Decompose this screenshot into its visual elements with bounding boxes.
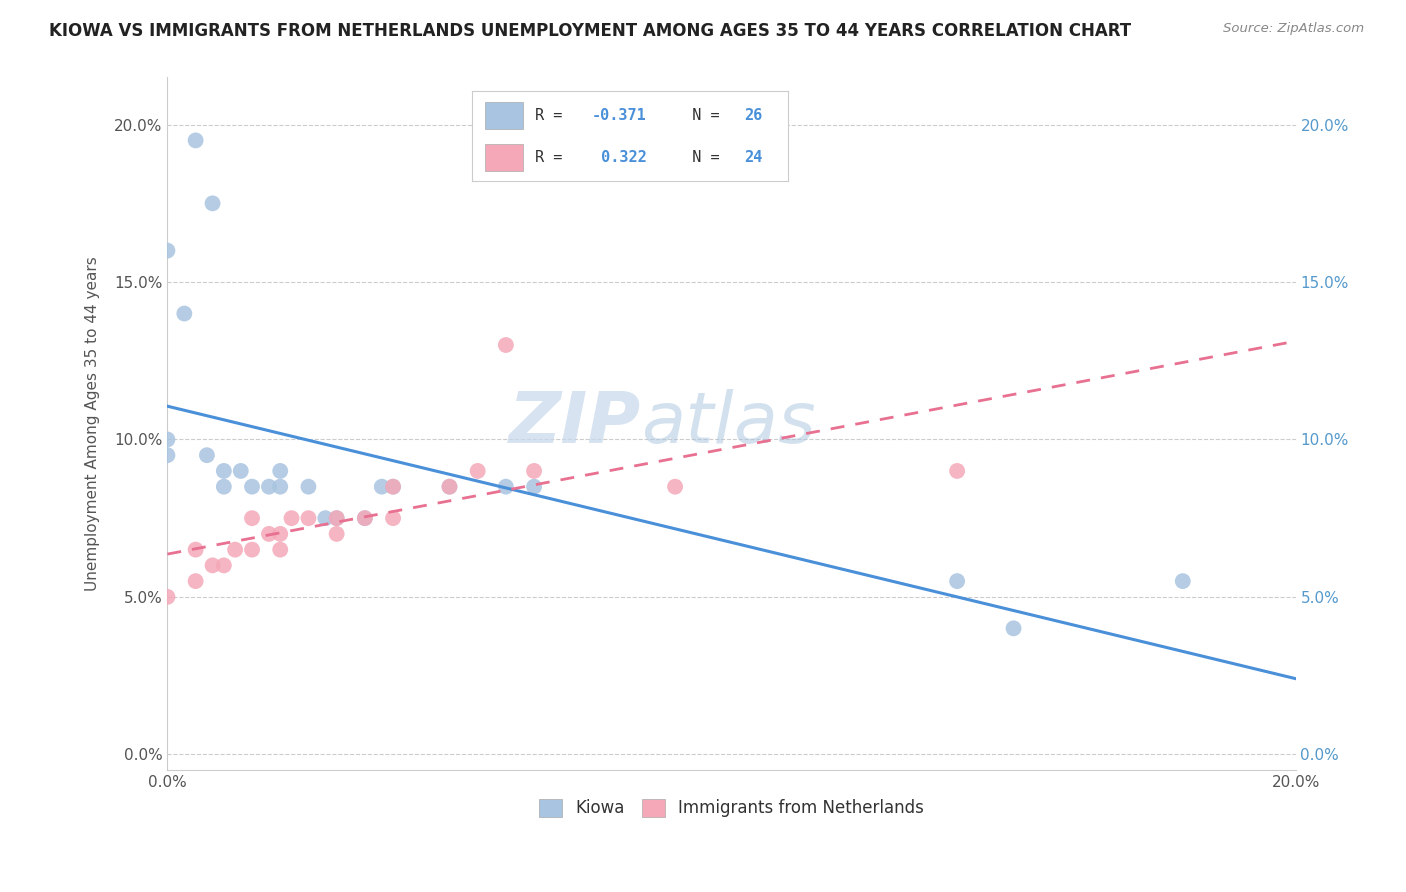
Point bbox=[382, 480, 405, 494]
Point bbox=[382, 480, 405, 494]
Point bbox=[240, 542, 263, 557]
Point bbox=[269, 480, 291, 494]
Point bbox=[353, 511, 375, 525]
Text: atlas: atlas bbox=[641, 389, 815, 458]
Point bbox=[229, 464, 252, 478]
Point bbox=[240, 480, 263, 494]
Point bbox=[201, 196, 224, 211]
Point bbox=[297, 480, 319, 494]
Point bbox=[439, 480, 461, 494]
Point bbox=[325, 511, 347, 525]
Point bbox=[382, 511, 405, 525]
Text: Source: ZipAtlas.com: Source: ZipAtlas.com bbox=[1223, 22, 1364, 36]
Point bbox=[280, 511, 302, 525]
Point bbox=[212, 480, 235, 494]
Point bbox=[325, 511, 347, 525]
Point bbox=[325, 527, 347, 541]
Point bbox=[269, 464, 291, 478]
Legend: Kiowa, Immigrants from Netherlands: Kiowa, Immigrants from Netherlands bbox=[533, 792, 931, 824]
Point bbox=[257, 480, 280, 494]
Point bbox=[495, 480, 517, 494]
Point bbox=[201, 558, 224, 573]
Point bbox=[156, 433, 179, 447]
Point bbox=[664, 480, 686, 494]
Point bbox=[946, 574, 969, 588]
Point bbox=[156, 590, 179, 604]
Text: ZIP: ZIP bbox=[509, 389, 641, 458]
Point bbox=[184, 542, 207, 557]
Y-axis label: Unemployment Among Ages 35 to 44 years: Unemployment Among Ages 35 to 44 years bbox=[86, 256, 100, 591]
Point bbox=[257, 527, 280, 541]
Point bbox=[195, 448, 218, 462]
Point bbox=[173, 307, 195, 321]
Point bbox=[439, 480, 461, 494]
Point bbox=[212, 558, 235, 573]
Text: KIOWA VS IMMIGRANTS FROM NETHERLANDS UNEMPLOYMENT AMONG AGES 35 TO 44 YEARS CORR: KIOWA VS IMMIGRANTS FROM NETHERLANDS UNE… bbox=[49, 22, 1132, 40]
Point bbox=[184, 574, 207, 588]
Point bbox=[946, 464, 969, 478]
Point bbox=[495, 338, 517, 352]
Point bbox=[371, 480, 394, 494]
Point bbox=[523, 480, 546, 494]
Point bbox=[240, 511, 263, 525]
Point bbox=[224, 542, 246, 557]
Point bbox=[269, 542, 291, 557]
Point bbox=[156, 244, 179, 258]
Point bbox=[297, 511, 319, 525]
Point bbox=[353, 511, 375, 525]
Point bbox=[1002, 621, 1025, 635]
Point bbox=[1171, 574, 1194, 588]
Point bbox=[212, 464, 235, 478]
Point bbox=[467, 464, 489, 478]
Point bbox=[156, 448, 179, 462]
Point bbox=[314, 511, 336, 525]
Point bbox=[269, 527, 291, 541]
Point bbox=[523, 464, 546, 478]
Point bbox=[184, 133, 207, 147]
